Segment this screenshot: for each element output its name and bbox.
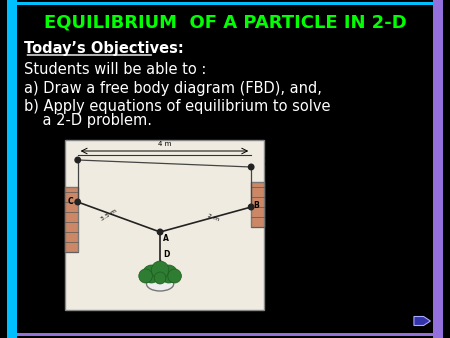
Text: Today’s Objectives:: Today’s Objectives: [24,41,184,55]
Text: a 2-D problem.: a 2-D problem. [24,114,153,128]
Circle shape [75,157,81,163]
FancyArrow shape [414,316,430,325]
Circle shape [143,265,160,283]
Text: EQUILIBRIUM  OF A PARTICLE IN 2-D: EQUILIBRIUM OF A PARTICLE IN 2-D [44,14,406,32]
Text: 0.5 m: 0.5 m [271,159,289,164]
Text: C: C [67,196,73,206]
Bar [65,140,264,310]
Ellipse shape [147,277,174,291]
Bar [7,0,17,338]
Bar [65,187,78,252]
Bar [433,0,443,338]
Circle shape [154,272,166,284]
Text: D: D [163,250,169,259]
Text: a) Draw a free body diagram (FBD), and,: a) Draw a free body diagram (FBD), and, [24,80,322,96]
Circle shape [75,199,81,205]
Circle shape [168,269,181,283]
Text: 3.5 m: 3.5 m [100,208,118,222]
Circle shape [139,269,153,283]
Text: 4 m: 4 m [158,141,171,147]
Bar [17,2,433,5]
Circle shape [248,204,254,210]
Text: 2 m: 2 m [207,213,220,222]
Text: A: A [163,234,169,243]
Circle shape [158,229,163,235]
Text: Students will be able to :: Students will be able to : [24,63,207,77]
Circle shape [248,164,254,170]
Text: b) Apply equations of equilibrium to solve: b) Apply equations of equilibrium to sol… [24,98,331,114]
Text: B: B [253,201,259,211]
Circle shape [151,261,169,279]
Circle shape [160,265,177,283]
Bar [17,333,433,336]
Bar [251,182,264,227]
